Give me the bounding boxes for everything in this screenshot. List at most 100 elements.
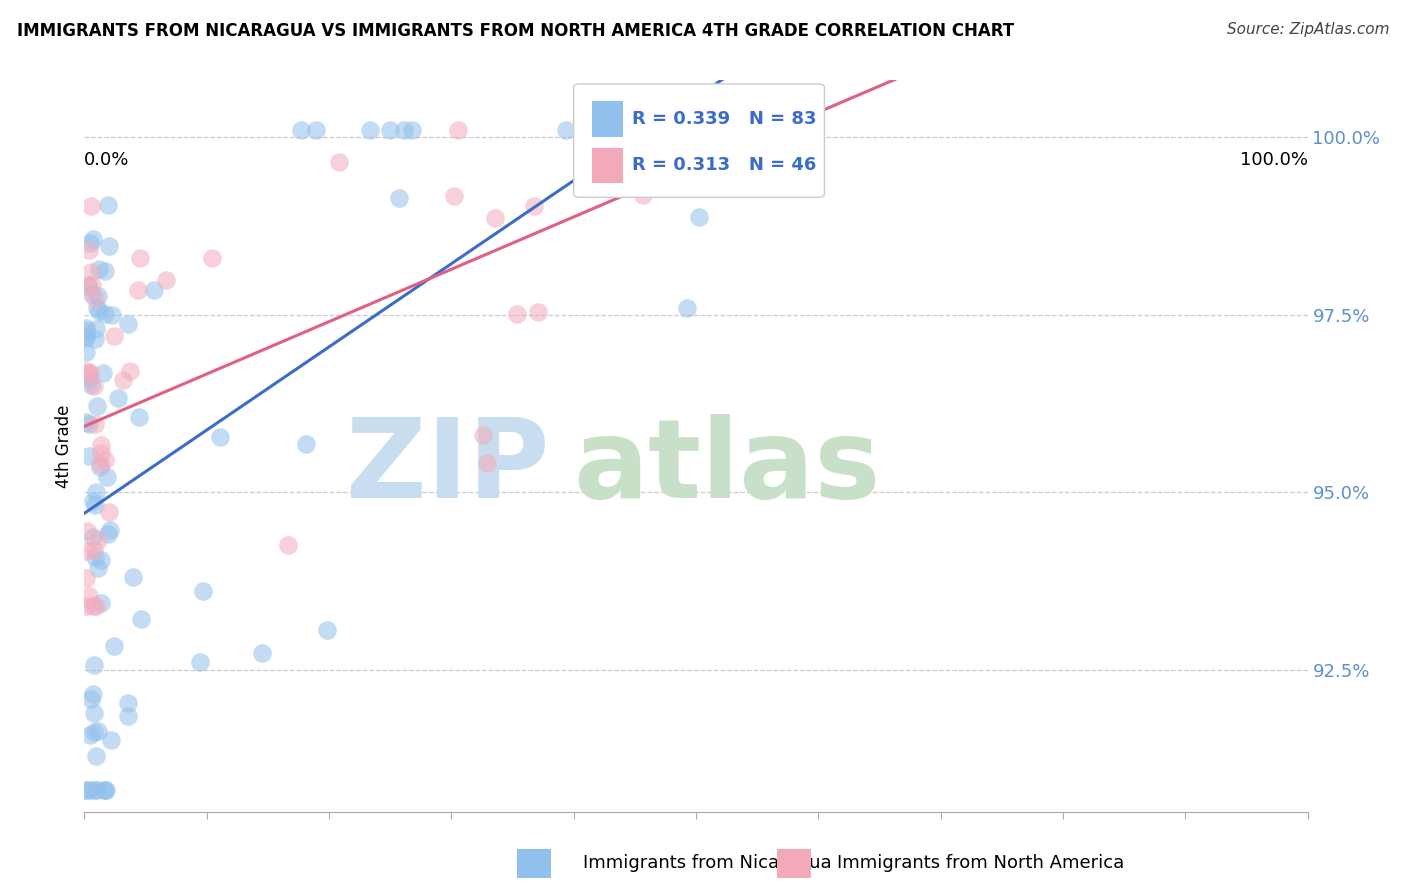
Point [77, 280, 100, 294]
Point [359, 123, 381, 137]
Point [645, 133, 668, 147]
Text: Immigrants from North America: Immigrants from North America [837, 855, 1123, 872]
Point [90, 553, 112, 567]
Point [475, 456, 498, 470]
Point [86, 533, 108, 548]
Point [80, 783, 103, 797]
Point [619, 123, 641, 137]
Point [82, 493, 104, 508]
Point [84, 749, 107, 764]
Point [112, 373, 135, 387]
Point [83, 657, 105, 672]
Point [87, 561, 110, 575]
Point [79, 377, 101, 392]
Point [128, 410, 150, 425]
Point [188, 655, 211, 669]
Point [77, 417, 100, 431]
Point [84, 499, 107, 513]
Point [75, 599, 97, 613]
Point [77, 366, 100, 380]
Point [98, 239, 121, 253]
Point [79, 728, 101, 742]
Point [77, 277, 100, 292]
Point [82, 687, 104, 701]
Point [76, 524, 98, 538]
Point [87, 304, 110, 318]
Point [90, 596, 112, 610]
Point [87, 724, 110, 739]
Point [277, 538, 299, 552]
Point [96, 470, 118, 484]
Point [90, 445, 112, 459]
Bar [592, 102, 623, 136]
Point [96, 783, 118, 797]
Point [75, 571, 97, 585]
Point [328, 154, 350, 169]
Text: Immigrants from Nicaragua: Immigrants from Nicaragua [583, 855, 832, 872]
Text: ZIP: ZIP [346, 415, 550, 522]
Point [631, 188, 654, 202]
Point [90, 438, 112, 452]
Point [472, 427, 495, 442]
Point [82, 530, 104, 544]
Point [83, 550, 105, 565]
Point [79, 366, 101, 380]
Point [250, 646, 273, 660]
Point [82, 599, 104, 613]
Point [83, 725, 105, 739]
Point [637, 123, 659, 137]
Point [89, 460, 111, 475]
Point [75, 331, 97, 345]
Text: R = 0.313   N = 46: R = 0.313 N = 46 [633, 156, 817, 174]
Point [290, 123, 312, 137]
Point [619, 123, 641, 137]
Point [103, 329, 125, 343]
Point [523, 199, 546, 213]
Point [128, 251, 150, 265]
Point [77, 450, 100, 464]
Point [82, 232, 104, 246]
Point [392, 123, 415, 137]
Point [83, 706, 105, 721]
Text: 0.0%: 0.0% [84, 152, 129, 169]
Point [93, 783, 115, 797]
Point [86, 399, 108, 413]
Point [83, 291, 105, 305]
Point [79, 236, 101, 251]
Point [401, 123, 423, 137]
Point [94, 263, 117, 277]
Point [443, 189, 465, 203]
Point [688, 211, 710, 225]
Point [209, 430, 232, 444]
Point [94, 453, 117, 467]
Point [131, 612, 153, 626]
FancyBboxPatch shape [574, 84, 824, 197]
Point [378, 123, 401, 137]
Point [484, 211, 506, 225]
Point [77, 244, 100, 258]
Text: R = 0.339   N = 83: R = 0.339 N = 83 [633, 110, 817, 128]
Point [80, 692, 103, 706]
Point [75, 544, 97, 558]
Point [83, 542, 105, 557]
Point [316, 624, 339, 638]
Point [387, 190, 409, 204]
Point [75, 416, 97, 430]
Text: Source: ZipAtlas.com: Source: ZipAtlas.com [1226, 22, 1389, 37]
Point [83, 379, 105, 393]
Point [118, 364, 141, 378]
Point [554, 123, 576, 137]
Point [77, 372, 100, 386]
Point [75, 345, 97, 359]
Point [97, 526, 120, 541]
Point [93, 783, 115, 797]
Text: IMMIGRANTS FROM NICARAGUA VS IMMIGRANTS FROM NORTH AMERICA 4TH GRADE CORRELATION: IMMIGRANTS FROM NICARAGUA VS IMMIGRANTS … [17, 22, 1014, 40]
Point [75, 321, 97, 335]
Point [117, 317, 139, 331]
Point [84, 599, 107, 613]
Point [89, 457, 111, 471]
Point [101, 308, 124, 322]
Point [75, 783, 97, 797]
Point [76, 783, 98, 797]
Point [103, 639, 125, 653]
